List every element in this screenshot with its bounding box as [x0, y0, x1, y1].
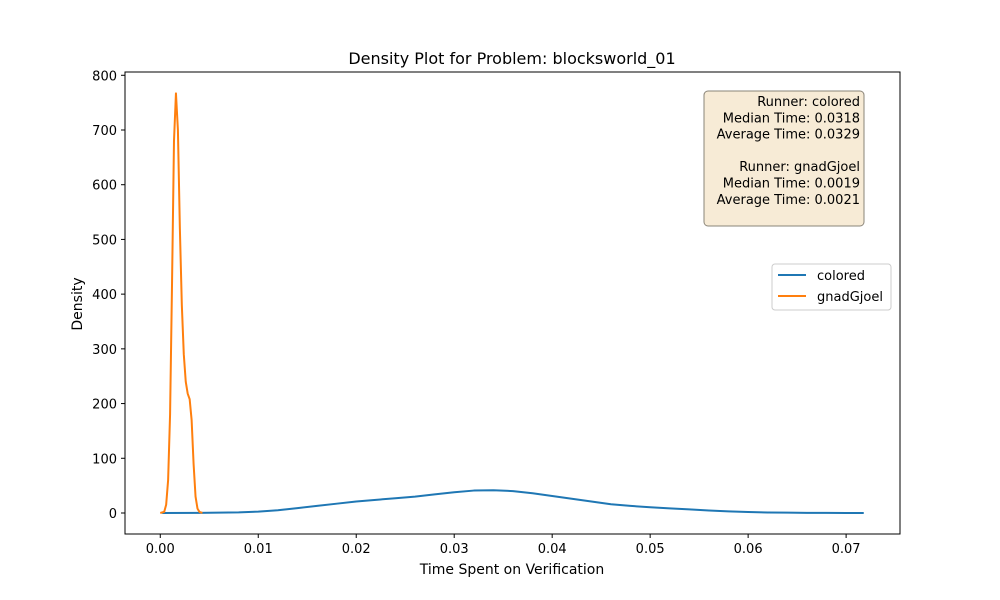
y-tick-label: 0	[109, 507, 117, 522]
annotation-line: Median Time: 0.0318	[723, 111, 860, 126]
annotation-line: Runner: colored	[757, 95, 860, 110]
y-tick-label: 100	[92, 452, 117, 467]
annotation-line: Average Time: 0.0021	[717, 193, 860, 208]
x-tick-label: 0.05	[636, 542, 665, 557]
x-tick-label: 0.00	[146, 542, 175, 557]
series-line-gnadGjoel	[160, 92, 203, 514]
chart-title: Density Plot for Problem: blocksworld_01	[348, 49, 675, 69]
x-tick-label: 0.03	[440, 542, 469, 557]
series-line-colored	[162, 489, 864, 514]
annotation-line: Average Time: 0.0329	[717, 128, 860, 143]
y-tick-label: 400	[92, 288, 117, 303]
x-tick-label: 0.06	[734, 542, 763, 557]
x-tick-label: 0.02	[342, 542, 371, 557]
y-tick-label: 700	[92, 124, 117, 139]
x-tick-label: 0.07	[832, 542, 861, 557]
axes-frame	[124, 71, 901, 535]
legend-label: gnadGjoel	[817, 290, 883, 305]
x-tick-label: 0.04	[538, 542, 567, 557]
annotation-line: Runner: gnadGjoel	[739, 160, 860, 175]
plot-area: 0.00 0.01 0.02 0.03 0.04 0.05 0.06 0.07 0 100 200 3…	[92, 69, 901, 557]
y-tick-label: 500	[92, 233, 117, 248]
y-tick-label: 300	[92, 343, 117, 358]
y-tick-label: 200	[92, 398, 117, 413]
y-tick-label: 800	[92, 69, 117, 84]
y-tick-label: 600	[92, 179, 117, 194]
y-axis-label: Density	[70, 277, 86, 330]
x-axis-label: Time Spent on Verification	[419, 562, 604, 578]
annotation-box	[703, 90, 865, 227]
x-tick-label: 0.01	[244, 542, 273, 557]
legend-label: colored	[817, 269, 865, 284]
annotation-line: Median Time: 0.0019	[723, 177, 860, 192]
